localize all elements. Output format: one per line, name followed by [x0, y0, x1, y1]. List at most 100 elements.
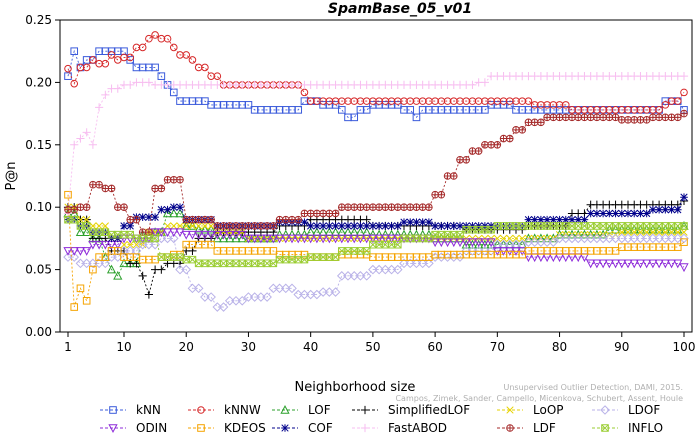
data-point-odin [430, 238, 440, 248]
data-point-ldof [666, 233, 677, 244]
data-point-knnw [101, 59, 110, 68]
data-point-odin [648, 259, 658, 269]
data-point-cof [437, 222, 446, 230]
data-point-ldf [89, 181, 97, 189]
data-point-knnw [655, 106, 663, 114]
data-point-inflo [586, 222, 595, 230]
x-axis-label: Neighborhood size [295, 380, 416, 395]
data-point-cof [680, 193, 688, 202]
data-point-knnw [673, 97, 682, 105]
data-point-ldf [630, 116, 639, 124]
data-point-ldof [299, 289, 310, 300]
data-point-ldof [585, 233, 596, 244]
legend: kNN kNNW LOF SimplifiedLOF LoOP LDOF ODIN KDEOS… [100, 403, 663, 434]
plot-area [63, 31, 689, 312]
data-point-knn [294, 106, 303, 114]
data-point-fastabod [480, 78, 489, 87]
data-point-knnw [201, 63, 209, 72]
data-point-fastabod [126, 80, 135, 89]
data-point-ldf [369, 203, 377, 211]
data-point-ldof [305, 289, 316, 300]
data-point-loop [506, 234, 514, 243]
data-point-ldf [313, 209, 321, 218]
data-point-ldf [505, 134, 514, 143]
legend-label: SimplifiedLOF [388, 403, 470, 417]
data-point-ldf [70, 205, 79, 214]
data-point-knn [331, 101, 340, 109]
data-point-inflo [250, 259, 259, 268]
data-point-ldf [350, 203, 359, 211]
data-point-lof [554, 229, 565, 239]
legend-swatch-marker [506, 406, 514, 414]
data-point-loop [313, 234, 321, 243]
data-point-inflo [207, 259, 215, 268]
data-point-ldf [281, 215, 290, 224]
data-point-ldof [256, 292, 266, 302]
data-point-ldf [456, 156, 464, 164]
data-point-ldof [573, 233, 584, 244]
data-point-loop [251, 234, 259, 243]
data-point-loop [518, 234, 526, 243]
data-point-ldf [425, 203, 433, 211]
data-point-odin [380, 234, 390, 244]
data-point-cof [524, 215, 533, 224]
data-point-inflo [574, 222, 583, 230]
data-point-ldof [542, 237, 552, 247]
data-point-ldof [623, 233, 633, 244]
series-ldof [63, 233, 689, 312]
data-point-lof [480, 239, 490, 249]
data-point-ldof [75, 258, 86, 269]
legend-swatch-marker [197, 406, 205, 414]
data-point-ldf [250, 222, 259, 230]
data-point-odin [623, 259, 633, 269]
data-point-ldof [206, 292, 216, 302]
data-point-loop [493, 234, 501, 243]
data-point-loop [325, 234, 333, 243]
data-point-ldof [610, 233, 621, 244]
data-point-ldf [300, 209, 309, 218]
legend-label: COF [308, 421, 333, 434]
data-point-kdeos [207, 240, 215, 249]
series-inflo [64, 215, 688, 268]
data-point-odin [660, 259, 670, 269]
data-point-loop [176, 222, 184, 230]
data-point-odin [88, 240, 98, 250]
data-point-ldf [568, 113, 576, 122]
data-point-knn [169, 88, 178, 97]
data-point-cof [412, 218, 421, 226]
data-point-lof [579, 229, 590, 239]
data-point-cof [375, 222, 383, 230]
plot-frame [59, 19, 693, 333]
data-point-cof [138, 213, 147, 221]
data-point-ldf [201, 215, 209, 224]
data-point-odin [349, 234, 359, 244]
x-tick-label: 1 [64, 340, 72, 354]
data-point-knnw [70, 79, 79, 88]
x-tick-label: 30 [241, 340, 256, 354]
data-point-ldf [431, 191, 439, 199]
data-point-loop [207, 222, 215, 230]
data-point-kdeos [524, 247, 533, 255]
data-point-knn [412, 113, 421, 122]
x-tick-label: 50 [365, 340, 380, 354]
data-point-cof [393, 222, 402, 230]
data-point-cof [306, 222, 315, 230]
data-point-knnw [213, 72, 222, 80]
watermark-line-2: Campos, Zimek, Sander, Campello, Micenko… [395, 394, 683, 403]
data-point-cof [362, 222, 371, 230]
data-point-ldof [604, 233, 615, 244]
data-point-cof [151, 213, 159, 221]
data-point-cof [176, 203, 184, 211]
series-fastabod [63, 72, 689, 218]
data-point-lof [106, 264, 117, 274]
data-point-ldf [518, 126, 527, 134]
data-point-loop [624, 228, 632, 236]
data-point-cof [667, 205, 676, 214]
data-point-cof [126, 222, 135, 230]
data-point-odin [181, 230, 191, 240]
data-point-ldf [82, 203, 91, 211]
data-point-odin [642, 259, 652, 269]
data-point-lof [536, 233, 546, 243]
data-point-odin [330, 234, 341, 244]
data-point-ldf [586, 113, 595, 122]
